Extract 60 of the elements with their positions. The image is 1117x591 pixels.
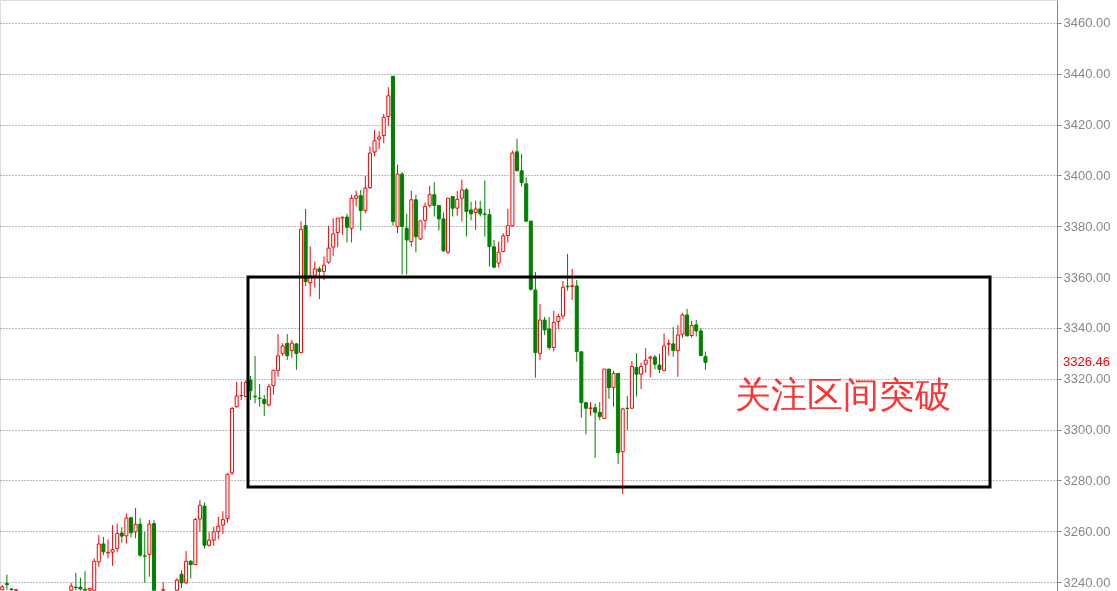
candlestick xyxy=(473,200,478,231)
candlestick xyxy=(496,240,501,268)
y-tick-label: 3260.00 xyxy=(1063,523,1111,539)
candlestick xyxy=(216,516,221,540)
candlestick xyxy=(666,338,671,357)
y-tick-label: 3440.00 xyxy=(1063,66,1111,82)
candlestick xyxy=(344,213,349,243)
candlestick xyxy=(703,351,708,371)
candlestick xyxy=(404,213,409,275)
y-tick-label: 3400.00 xyxy=(1063,167,1111,183)
text: 3326.46 xyxy=(1063,354,1110,369)
candlestick xyxy=(427,185,432,208)
candlestick xyxy=(115,523,120,553)
candlestick xyxy=(285,333,290,361)
candlestick xyxy=(634,352,639,398)
candlestick xyxy=(262,394,267,417)
candlestick xyxy=(671,326,676,358)
candlestick xyxy=(588,401,593,417)
candlestick xyxy=(455,190,460,217)
y-tick-label: 3340.00 xyxy=(1063,320,1111,336)
annotation: 关注区间突破 xyxy=(735,374,951,415)
y-tick-label: 3240.00 xyxy=(1063,574,1111,590)
candlestick xyxy=(133,507,138,539)
candlestick xyxy=(685,308,690,338)
candlestick xyxy=(312,261,317,288)
candlestick xyxy=(234,381,239,409)
y-tick-label: 3320.00 xyxy=(1063,371,1111,387)
candlestick xyxy=(211,526,216,547)
candlestick xyxy=(358,189,363,232)
candlestick xyxy=(611,370,616,408)
candlestick xyxy=(110,524,115,567)
candlestick xyxy=(570,268,575,301)
candlestick xyxy=(184,550,189,585)
y-tick-label: 3360.00 xyxy=(1063,269,1111,285)
y-tick-label: 3380.00 xyxy=(1063,218,1111,234)
candlestick xyxy=(381,113,386,144)
candlestick xyxy=(317,266,322,300)
candlestick xyxy=(450,195,455,218)
candlestick xyxy=(266,383,271,408)
candlestick xyxy=(565,253,570,292)
candlestick xyxy=(294,342,299,371)
candlestick xyxy=(105,538,111,559)
y-tick-label: 3460.00 xyxy=(1063,15,1111,31)
candlestick xyxy=(101,536,106,556)
candlestick xyxy=(386,86,391,127)
candlestick xyxy=(657,353,662,374)
candlestick xyxy=(625,395,630,431)
candlestick xyxy=(459,179,464,222)
candlestick xyxy=(432,181,437,218)
candlestick xyxy=(188,559,193,580)
candlestick xyxy=(606,368,611,400)
candlestick xyxy=(593,402,598,459)
y-tick-label: 3420.00 xyxy=(1063,117,1111,133)
y-tick-label: 3300.00 xyxy=(1063,422,1111,438)
y-tick-label: 3280.00 xyxy=(1063,472,1111,488)
candlestick xyxy=(464,187,469,237)
candlestick xyxy=(124,512,129,544)
candlestick xyxy=(207,531,212,548)
candlestick xyxy=(643,347,648,374)
candlestick xyxy=(639,362,644,390)
